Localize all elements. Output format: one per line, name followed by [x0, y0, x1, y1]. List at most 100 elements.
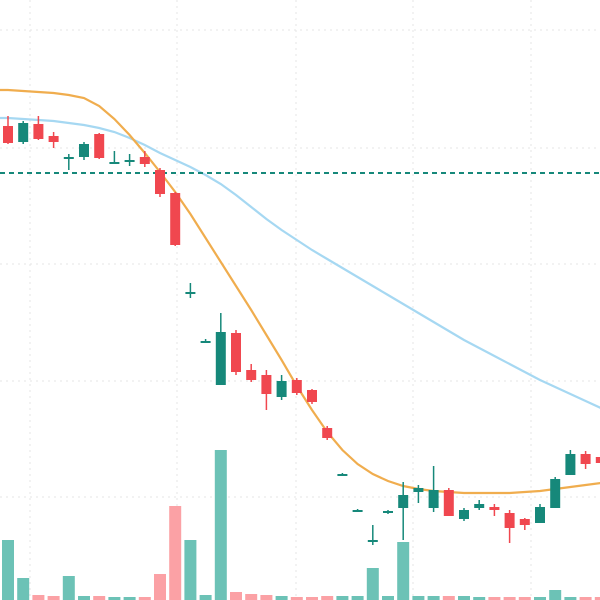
volume-bar — [47, 596, 60, 600]
volume-bar — [78, 596, 90, 600]
volume-bar — [534, 597, 546, 600]
candle-body — [565, 454, 576, 475]
candle — [200, 339, 211, 343]
candle-body — [200, 341, 211, 343]
volume-bars — [2, 450, 600, 600]
candle-body — [291, 380, 302, 393]
candle-body — [322, 428, 333, 438]
candle — [18, 121, 29, 144]
candle — [550, 477, 561, 508]
candle — [79, 142, 89, 160]
candle-body — [124, 160, 135, 162]
candle-body — [94, 134, 105, 158]
candle-body — [307, 390, 317, 402]
volume-bar — [214, 450, 227, 600]
candle-body — [79, 144, 89, 157]
candle-body — [33, 124, 44, 139]
volume-bar — [549, 590, 562, 600]
volume-bar — [230, 592, 242, 600]
volume-bar — [93, 596, 106, 600]
candles — [3, 116, 600, 545]
candle-body — [413, 488, 424, 492]
candle-body — [337, 474, 348, 476]
candle — [3, 116, 13, 144]
candle — [398, 482, 409, 540]
candle — [322, 426, 333, 440]
candle-body — [261, 375, 272, 394]
volume-bar — [412, 596, 425, 600]
volume-bar — [260, 595, 273, 600]
volume-bar — [427, 596, 440, 600]
candle-body — [580, 454, 591, 464]
volume-bar — [458, 596, 470, 600]
volume-bar — [579, 597, 592, 600]
candle-body — [352, 510, 363, 512]
candle — [170, 192, 181, 246]
candle — [33, 116, 44, 140]
candle — [504, 510, 515, 543]
candle-body — [170, 193, 181, 245]
candle-body — [215, 332, 226, 385]
volume-bar — [366, 568, 379, 600]
volume-bar — [351, 596, 364, 600]
volume-bar — [62, 576, 75, 600]
volume-bar — [382, 596, 394, 600]
candle — [261, 370, 272, 410]
volume-bar — [138, 597, 151, 600]
candle-body — [519, 519, 530, 525]
candle — [535, 504, 545, 523]
candle-body — [155, 170, 165, 194]
candle-body — [367, 540, 378, 542]
volume-bar — [336, 596, 349, 600]
volume-bar — [169, 506, 182, 600]
candle-body — [185, 292, 196, 294]
candle-body — [48, 136, 59, 142]
candle — [109, 151, 120, 164]
volume-bar — [154, 574, 166, 600]
candle — [246, 364, 257, 382]
candle — [489, 504, 500, 516]
volume-bar — [397, 542, 410, 600]
volume-bar — [442, 596, 455, 600]
volume-bar — [306, 597, 318, 600]
volume-bar — [503, 597, 516, 600]
candle-body — [3, 126, 13, 143]
candle-body — [474, 504, 485, 508]
candle — [337, 473, 348, 476]
candle — [519, 518, 530, 530]
volume-bar — [184, 540, 197, 600]
candle-body — [595, 457, 600, 463]
candle — [595, 457, 600, 463]
candle-body — [550, 479, 561, 508]
candle — [94, 133, 105, 159]
candle-body — [246, 370, 257, 380]
candle-body — [383, 511, 393, 513]
candle — [565, 450, 576, 475]
volume-bar — [321, 596, 334, 600]
candle-body — [139, 157, 150, 164]
candle — [352, 509, 363, 512]
candle-body — [535, 507, 545, 523]
candle — [215, 313, 226, 385]
volume-bar — [488, 597, 501, 600]
volume-bar — [594, 597, 600, 600]
volume-bar — [199, 595, 212, 600]
volume-bar — [2, 540, 14, 600]
volume-bar — [245, 594, 258, 600]
candle — [443, 488, 454, 516]
volume-bar — [518, 597, 531, 600]
volume-bar — [108, 597, 121, 600]
candle — [580, 451, 591, 469]
candle-body — [276, 381, 287, 397]
candle — [459, 508, 469, 521]
candle — [307, 389, 317, 404]
candle — [48, 132, 59, 148]
moving-average-slow — [0, 116, 600, 410]
candle — [474, 500, 485, 510]
candle — [428, 466, 439, 512]
volume-bar — [17, 578, 30, 600]
candle-body — [231, 333, 241, 372]
volume-bar — [32, 595, 45, 600]
